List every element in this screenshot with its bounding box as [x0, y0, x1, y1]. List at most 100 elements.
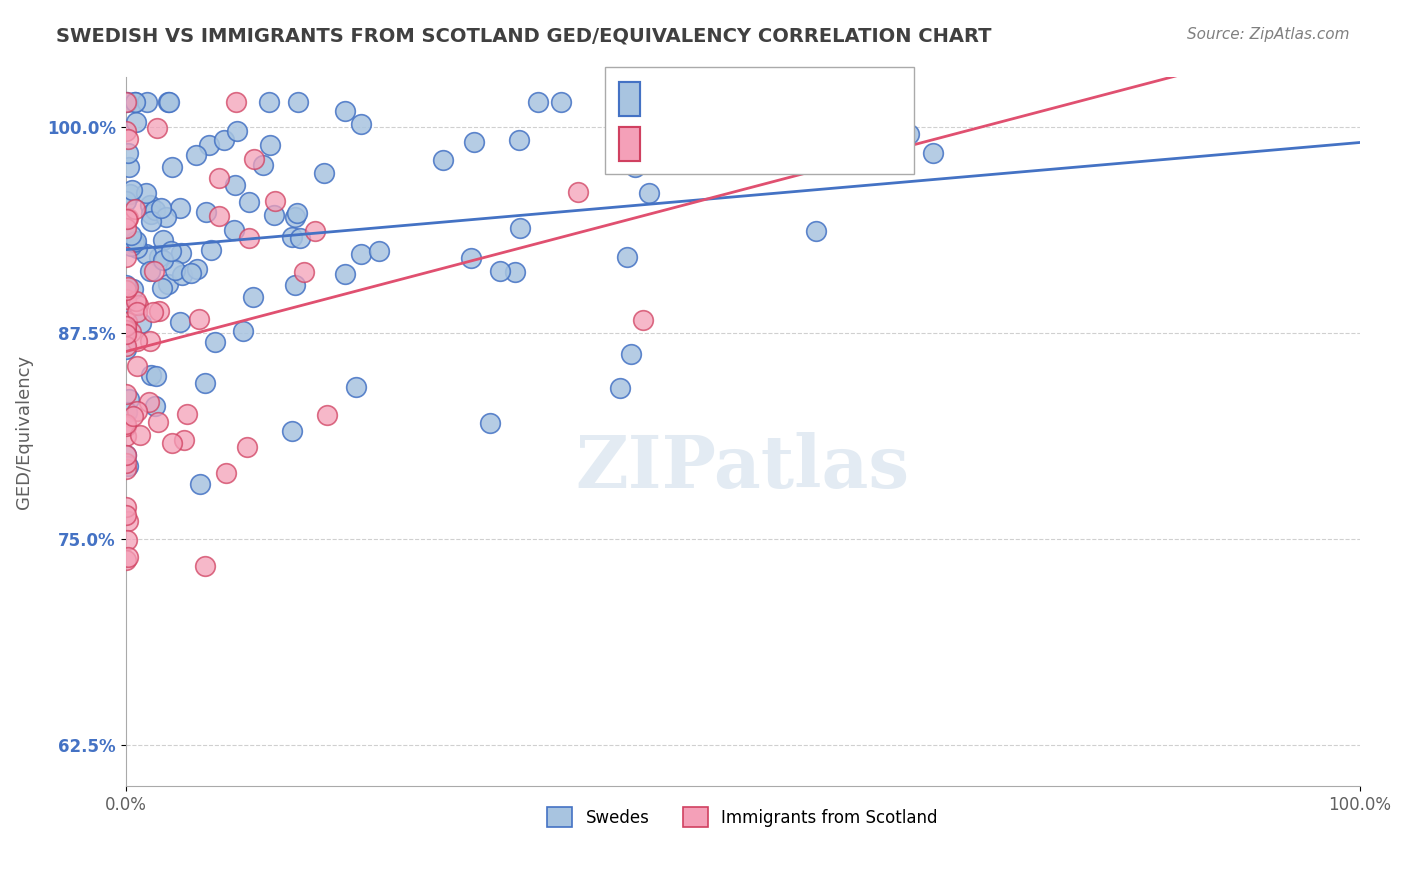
Point: [194, 558, 217, 573]
Point: [125, 241, 148, 255]
Point: [124, 202, 146, 216]
Point: [135, 186, 157, 200]
Point: [292, 265, 315, 279]
Point: [281, 230, 304, 244]
Point: [115, 95, 138, 110]
Point: [122, 235, 145, 250]
Point: [224, 223, 246, 237]
Point: [215, 466, 238, 480]
Point: [460, 251, 482, 265]
Point: [125, 293, 148, 308]
Point: [139, 264, 162, 278]
Point: [114, 456, 136, 470]
Point: [139, 368, 162, 382]
Text: R =: R =: [650, 125, 689, 143]
Point: [122, 409, 145, 424]
Point: [139, 334, 162, 349]
Point: [139, 214, 162, 228]
Point: [633, 312, 655, 326]
Point: [623, 160, 645, 174]
Point: [115, 194, 138, 208]
Point: [124, 95, 146, 110]
Point: [120, 228, 142, 243]
Text: -0.018: -0.018: [686, 80, 751, 98]
Point: [860, 95, 883, 110]
Point: [125, 304, 148, 318]
Point: [243, 152, 266, 166]
Point: [236, 440, 259, 454]
Point: [616, 250, 638, 264]
Point: [194, 205, 217, 219]
Point: [129, 427, 152, 442]
Point: [143, 264, 166, 278]
Point: [114, 448, 136, 462]
Point: [125, 359, 148, 373]
Point: [508, 133, 530, 147]
Point: [176, 407, 198, 421]
Point: [115, 533, 138, 547]
Point: [344, 379, 367, 393]
Point: [259, 95, 281, 110]
Point: [252, 158, 274, 172]
Point: [114, 508, 136, 523]
Point: [263, 194, 285, 208]
Point: [225, 95, 247, 110]
Point: [143, 203, 166, 218]
Point: [160, 244, 183, 259]
Point: [117, 459, 139, 474]
Point: [114, 448, 136, 462]
Point: [148, 304, 170, 318]
Point: [186, 262, 208, 277]
Point: [120, 186, 142, 201]
Point: [135, 95, 157, 110]
Point: [503, 265, 526, 279]
Point: [114, 295, 136, 310]
Point: [120, 325, 142, 339]
Point: [115, 323, 138, 337]
Point: [208, 210, 231, 224]
Text: 0.355: 0.355: [686, 125, 742, 143]
Point: [155, 210, 177, 224]
Point: [224, 178, 246, 193]
Text: SWEDISH VS IMMIGRANTS FROM SCOTLAND GED/EQUIVALENCY CORRELATION CHART: SWEDISH VS IMMIGRANTS FROM SCOTLAND GED/…: [56, 27, 991, 45]
Point: [125, 115, 148, 129]
Point: [232, 324, 254, 338]
Point: [117, 131, 139, 145]
Point: [149, 202, 172, 216]
Point: [432, 153, 454, 167]
Point: [169, 201, 191, 215]
Point: [114, 277, 136, 292]
Point: [163, 263, 186, 277]
Point: [114, 418, 136, 433]
Point: [117, 392, 139, 406]
Point: [284, 210, 307, 224]
Point: [198, 138, 221, 153]
Point: [139, 198, 162, 212]
Point: [204, 335, 226, 350]
Point: [138, 395, 160, 409]
Legend: Swedes, Immigrants from Scotland: Swedes, Immigrants from Scotland: [541, 800, 945, 834]
Point: [567, 185, 589, 199]
Point: [350, 117, 373, 131]
Point: [350, 246, 373, 260]
Point: [114, 220, 136, 235]
Point: [114, 339, 136, 353]
Point: [212, 133, 235, 147]
Point: [114, 552, 136, 566]
Point: [489, 264, 512, 278]
Point: [115, 417, 138, 431]
Point: [280, 425, 302, 439]
Point: [242, 290, 264, 304]
Point: [117, 514, 139, 528]
Point: [238, 230, 260, 244]
Point: [139, 207, 162, 221]
Point: [156, 95, 179, 110]
Point: [114, 326, 136, 341]
Point: [117, 550, 139, 565]
Point: [527, 95, 550, 110]
Point: [897, 128, 920, 142]
Point: [145, 369, 167, 384]
Point: [207, 171, 229, 186]
Point: [117, 211, 139, 226]
Point: [290, 231, 312, 245]
